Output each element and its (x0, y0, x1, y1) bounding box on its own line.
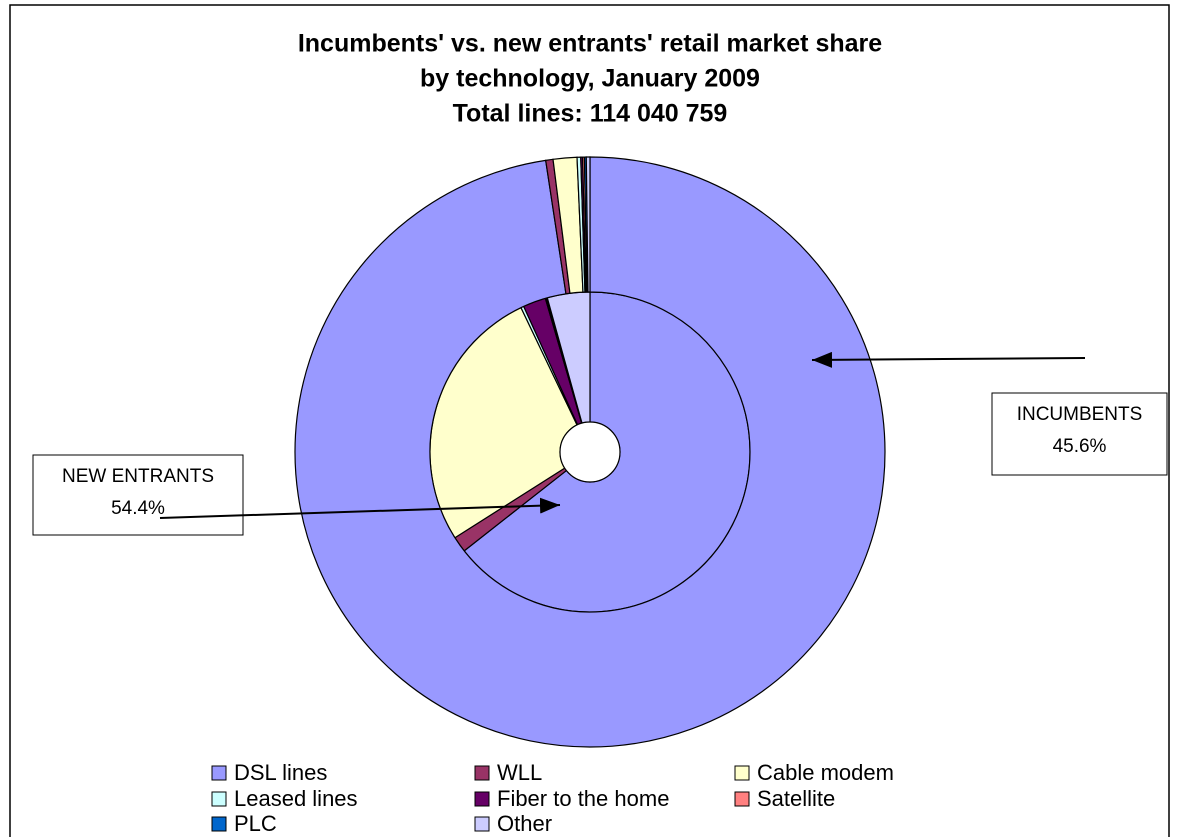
legend-swatch (734, 791, 750, 807)
chart-title: Total lines: 114 040 759 (453, 100, 728, 128)
legend-label: WLL (497, 760, 542, 785)
annotation-text: NEW ENTRANTS (62, 466, 214, 487)
legend-swatch (474, 816, 490, 832)
doughnut-slice (585, 156, 591, 293)
legend-swatch (474, 791, 490, 807)
legend-swatch (211, 765, 227, 781)
legend-label: Other (497, 811, 552, 836)
legend-swatch (734, 765, 750, 781)
legend-label: PLC (234, 811, 277, 836)
chart-title: by technology, January 2009 (420, 65, 760, 93)
annotation-box (32, 454, 244, 536)
doughnut-hole (559, 421, 621, 483)
legend-swatch (474, 765, 490, 781)
annotation-text: INCUMBENTS (1017, 404, 1143, 425)
chart-title: Incumbents' vs. new entrants' retail mar… (298, 30, 882, 58)
legend-label: Satellite (757, 786, 835, 811)
annotation-value: 45.6% (1053, 436, 1107, 457)
legend-label: Cable modem (757, 760, 894, 785)
annotation-box (991, 392, 1168, 476)
legend-swatch (211, 816, 227, 832)
legend-label: Leased lines (234, 786, 358, 811)
annotation-arrow (159, 497, 561, 519)
legend-label: Fiber to the home (497, 786, 669, 811)
legend-label: DSL lines (234, 760, 327, 785)
annotation-value: 54.4% (111, 498, 165, 519)
annotation-arrow (811, 351, 1086, 368)
doughnut-slice (294, 156, 886, 748)
legend-swatch (211, 791, 227, 807)
